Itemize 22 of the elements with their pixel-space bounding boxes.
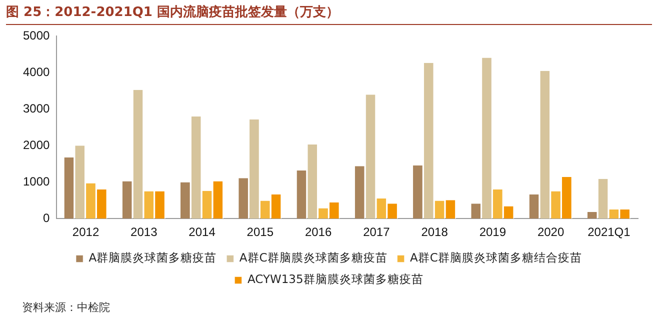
x-tick-label: 2016 [304, 225, 332, 240]
x-tick-label: 2013 [130, 225, 158, 240]
x-tick-label: 2021Q1 [588, 225, 631, 240]
y-tick-label: 2000 [22, 138, 50, 152]
legend-label: A群脑膜炎球菌多糖疫苗 [88, 250, 217, 265]
x-tick-label: 2014 [188, 225, 216, 240]
x-tick-label: 2015 [246, 225, 274, 240]
x-tick-label: 2012 [72, 225, 100, 240]
x-tick-label: 2018 [421, 225, 448, 240]
y-tick-label: 1000 [22, 174, 50, 188]
y-tick-label: 3000 [22, 101, 50, 116]
text: 资料来源：中检院 [22, 300, 110, 315]
x-tick-label: 2017 [363, 225, 390, 240]
chart-title: 图 25：2012-2021Q1 国内流脑疫苗批签发量（万支） [6, 3, 652, 25]
legend-label: A群C群脑膜炎球菌多糖疫苗 [239, 250, 388, 265]
legend-label: A群C群脑膜炎球菌多糖结合疫苗 [410, 250, 582, 265]
y-tick-label: 0 [43, 210, 50, 225]
legend-label: ACYW135群脑膜炎球菌多糖疫苗 [247, 272, 424, 286]
x-tick-label: 2019 [479, 225, 506, 240]
x-tick-label: 2020 [537, 225, 564, 240]
y-tick-label: 4000 [22, 64, 50, 79]
y-tick-label: 5000 [22, 28, 50, 43]
